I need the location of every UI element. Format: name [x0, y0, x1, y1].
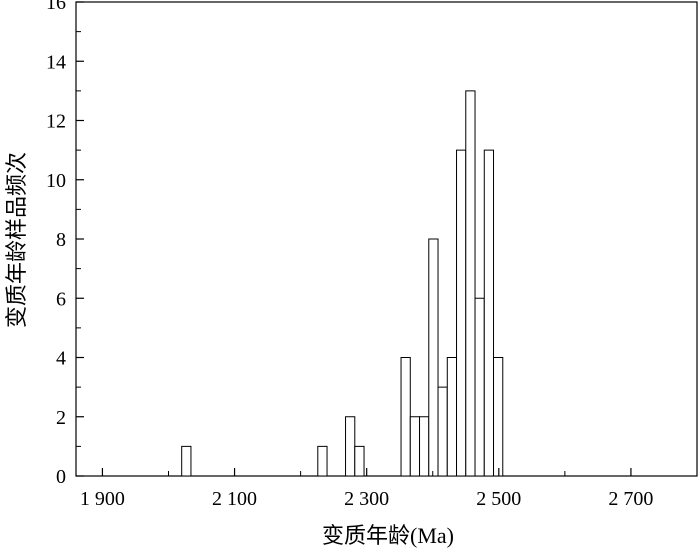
- x-tick-label-4: 2 700: [608, 488, 653, 510]
- histogram-bar-5: [409, 416, 421, 477]
- histogram-bar-4: [400, 357, 411, 477]
- histogram-bar-1: [317, 445, 328, 477]
- y-tick-label-8: 16: [46, 0, 66, 14]
- plot-area: [75, 1, 698, 477]
- y-tick-label-1: 2: [56, 407, 66, 429]
- y-tick-label-4: 8: [56, 229, 66, 251]
- y-axis: 0 2 4 6 8 10 12 14 16: [46, 0, 84, 488]
- histogram-bar-7: [428, 238, 439, 477]
- x-tick-label-1: 2 100: [212, 488, 257, 510]
- x-tick-label-0: 1 900: [80, 488, 125, 510]
- histogram-bar-2: [345, 416, 356, 477]
- y-tick-label-0: 0: [56, 466, 66, 488]
- y-tick-label-7: 14: [46, 51, 66, 73]
- histogram-bars: [181, 90, 504, 477]
- histogram-bar-6: [419, 416, 430, 477]
- histogram-bar-3: [354, 445, 365, 477]
- x-axis-label: 变质年龄(Ma): [322, 523, 454, 548]
- histogram-bar-12: [474, 297, 485, 477]
- histogram-bar-10: [456, 149, 467, 477]
- histogram-bar-13: [483, 149, 495, 477]
- y-tick-label-5: 10: [46, 170, 66, 192]
- plot-frame: [75, 1, 698, 477]
- x-tick-label-2: 2 300: [344, 488, 389, 510]
- y-tick-label-6: 12: [46, 111, 66, 133]
- x-tick-label-3: 2 500: [476, 488, 521, 510]
- histogram-bar-14: [493, 357, 504, 477]
- histogram-bar-11: [465, 90, 476, 477]
- y-tick-label-2: 4: [56, 348, 66, 370]
- y-tick-label-3: 6: [56, 288, 66, 310]
- histogram-bar-8: [437, 386, 448, 477]
- histogram-bar-9: [446, 357, 458, 477]
- histogram-bar-0: [181, 445, 192, 477]
- y-axis-label: 变质年龄样品频次: [4, 152, 29, 328]
- x-axis: 1 900 2 100 2 300 2 500 2 700: [80, 468, 653, 510]
